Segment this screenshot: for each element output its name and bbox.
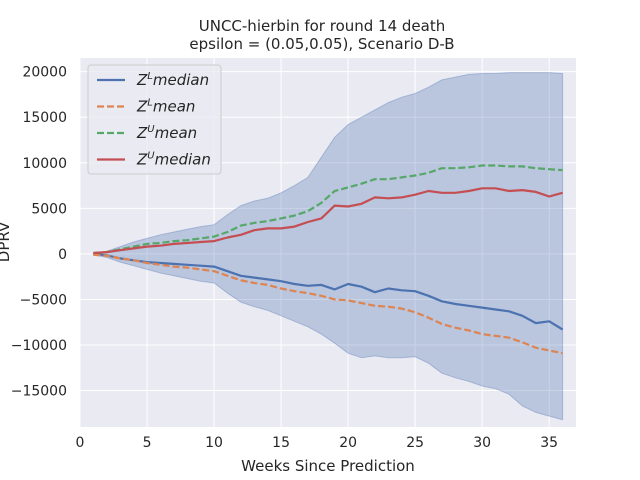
- series-line-1: [93, 253, 563, 355]
- x-tick-label: 15: [272, 435, 290, 451]
- x-axis-label: Weeks Since Prediction: [241, 457, 415, 475]
- x-tick-label: 0: [76, 435, 85, 451]
- x-tick-label: 20: [339, 435, 357, 451]
- y-tick-label: −10000: [11, 338, 67, 354]
- y-tick-label: 15000: [22, 110, 67, 126]
- legend-label: ZLmean: [136, 98, 195, 116]
- y-tick-label: 10000: [22, 156, 67, 172]
- y-axis-label: DPRV: [0, 221, 13, 262]
- x-tick-label: 5: [143, 435, 152, 451]
- y-tick-label: 0: [58, 247, 67, 263]
- y-axis-ticks: −15000 −10000 −5000 0 5000 10000 15000 20000: [11, 65, 67, 400]
- y-tick-label: −5000: [20, 292, 67, 308]
- series-line-0: [93, 252, 564, 331]
- chart-title: UNCC-hierbin for round 14 death: [199, 17, 446, 35]
- chart-subtitle: epsilon = (0.05,0.05), Scenario D-B: [189, 35, 454, 53]
- series-lines: [93, 164, 564, 355]
- series-line-2: [93, 164, 563, 255]
- legend: ZLmedian ZLmean ZUmean ZUmedian: [87, 64, 222, 175]
- legend-label: ZLmedian: [136, 71, 209, 89]
- x-tick-label: 25: [406, 435, 424, 451]
- series-line-3: [93, 187, 563, 255]
- legend-label: ZUmean: [136, 124, 197, 142]
- y-tick-label: 5000: [31, 201, 67, 217]
- x-axis-ticks: 0 5 10 15 20 25 30 35: [76, 435, 559, 451]
- y-tick-label: 20000: [22, 65, 67, 81]
- x-tick-label: 35: [540, 435, 558, 451]
- x-tick-label: 10: [205, 435, 223, 451]
- legend-label: ZUmedian: [136, 151, 211, 169]
- confidence-band: [92, 72, 564, 421]
- y-tick-label: −15000: [11, 384, 67, 400]
- x-tick-label: 30: [473, 435, 491, 451]
- legend-box: [87, 64, 222, 175]
